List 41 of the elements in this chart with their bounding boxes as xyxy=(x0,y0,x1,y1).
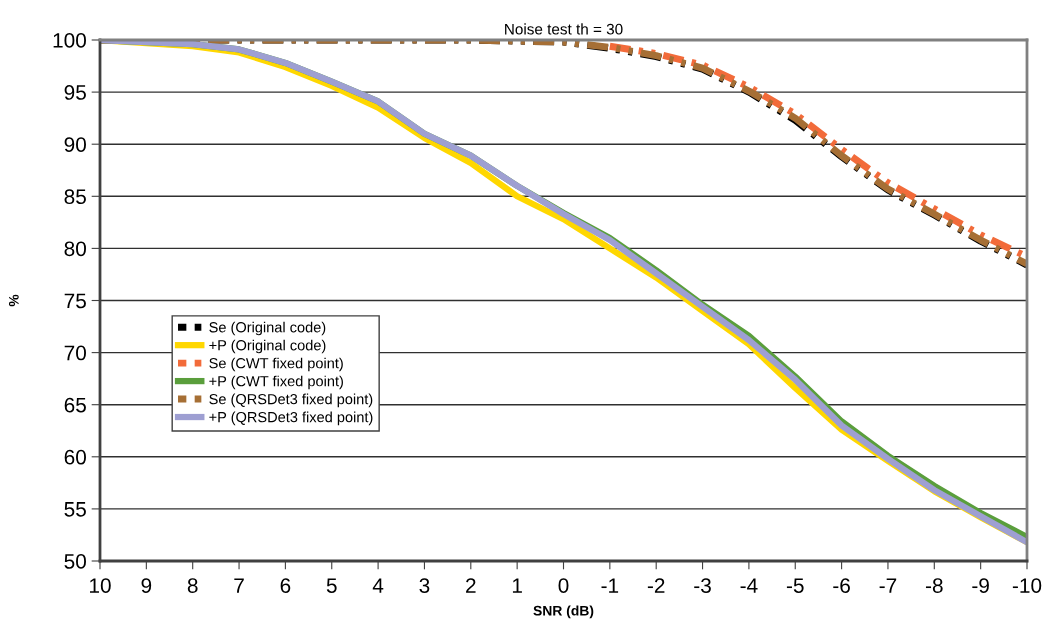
x-tick-label: -5 xyxy=(786,578,804,593)
legend-label: Se (CWT fixed point) xyxy=(209,357,343,372)
x-tick-label: 0 xyxy=(558,578,569,593)
legend-label: +P (QRSDet3 fixed point) xyxy=(209,411,373,426)
y-tick-label: 50 xyxy=(64,554,86,569)
y-tick-label: 70 xyxy=(64,345,86,361)
x-tick-label: -6 xyxy=(833,578,850,593)
x-tick-label: -4 xyxy=(740,578,758,593)
y-tick-label: 60 xyxy=(64,449,86,465)
x-tick-label: 7 xyxy=(234,578,244,593)
x-tick-label: -1 xyxy=(601,578,619,593)
x-tick-label: 6 xyxy=(280,578,291,593)
x-tick-label: -7 xyxy=(879,578,897,593)
x-tick-label: -3 xyxy=(694,578,711,593)
y-tick-label: 100 xyxy=(53,33,86,48)
y-tick-label: 75 xyxy=(64,293,86,309)
x-tick-label: 3 xyxy=(419,578,430,593)
x-tick-label: 9 xyxy=(141,578,152,593)
x-tick-label: 5 xyxy=(326,578,337,593)
legend-label: Se (QRSDet3 fixed point) xyxy=(209,393,373,408)
y-tick-label: 55 xyxy=(64,502,86,517)
x-tick-label: 1 xyxy=(512,578,522,593)
chart-title: Noise test th = 30 xyxy=(505,23,623,35)
y-tick-label: 95 xyxy=(64,85,86,100)
y-tick-label: 90 xyxy=(64,137,86,152)
x-tick-label: -8 xyxy=(925,578,943,593)
legend-label: Se (Original code) xyxy=(209,321,326,336)
y-tick-label: 65 xyxy=(64,397,86,413)
x-tick-label: -9 xyxy=(972,578,989,593)
x-axis-title: SNR (dB) xyxy=(533,605,594,619)
x-tick-label: 2 xyxy=(466,578,476,593)
x-tick-label: 10 xyxy=(90,578,111,593)
legend-label: +P (CWT fixed point) xyxy=(209,375,343,390)
y-tick-label: 80 xyxy=(64,241,86,257)
y-tick-label: 85 xyxy=(64,189,86,205)
y-axis-title: % xyxy=(8,294,19,307)
legend-label: +P (Original code) xyxy=(209,339,326,354)
x-tick-label: -2 xyxy=(647,578,665,593)
x-tick-label: -10 xyxy=(1012,578,1042,593)
x-tick-label: 4 xyxy=(372,578,384,593)
x-tick-label: 8 xyxy=(187,578,198,593)
